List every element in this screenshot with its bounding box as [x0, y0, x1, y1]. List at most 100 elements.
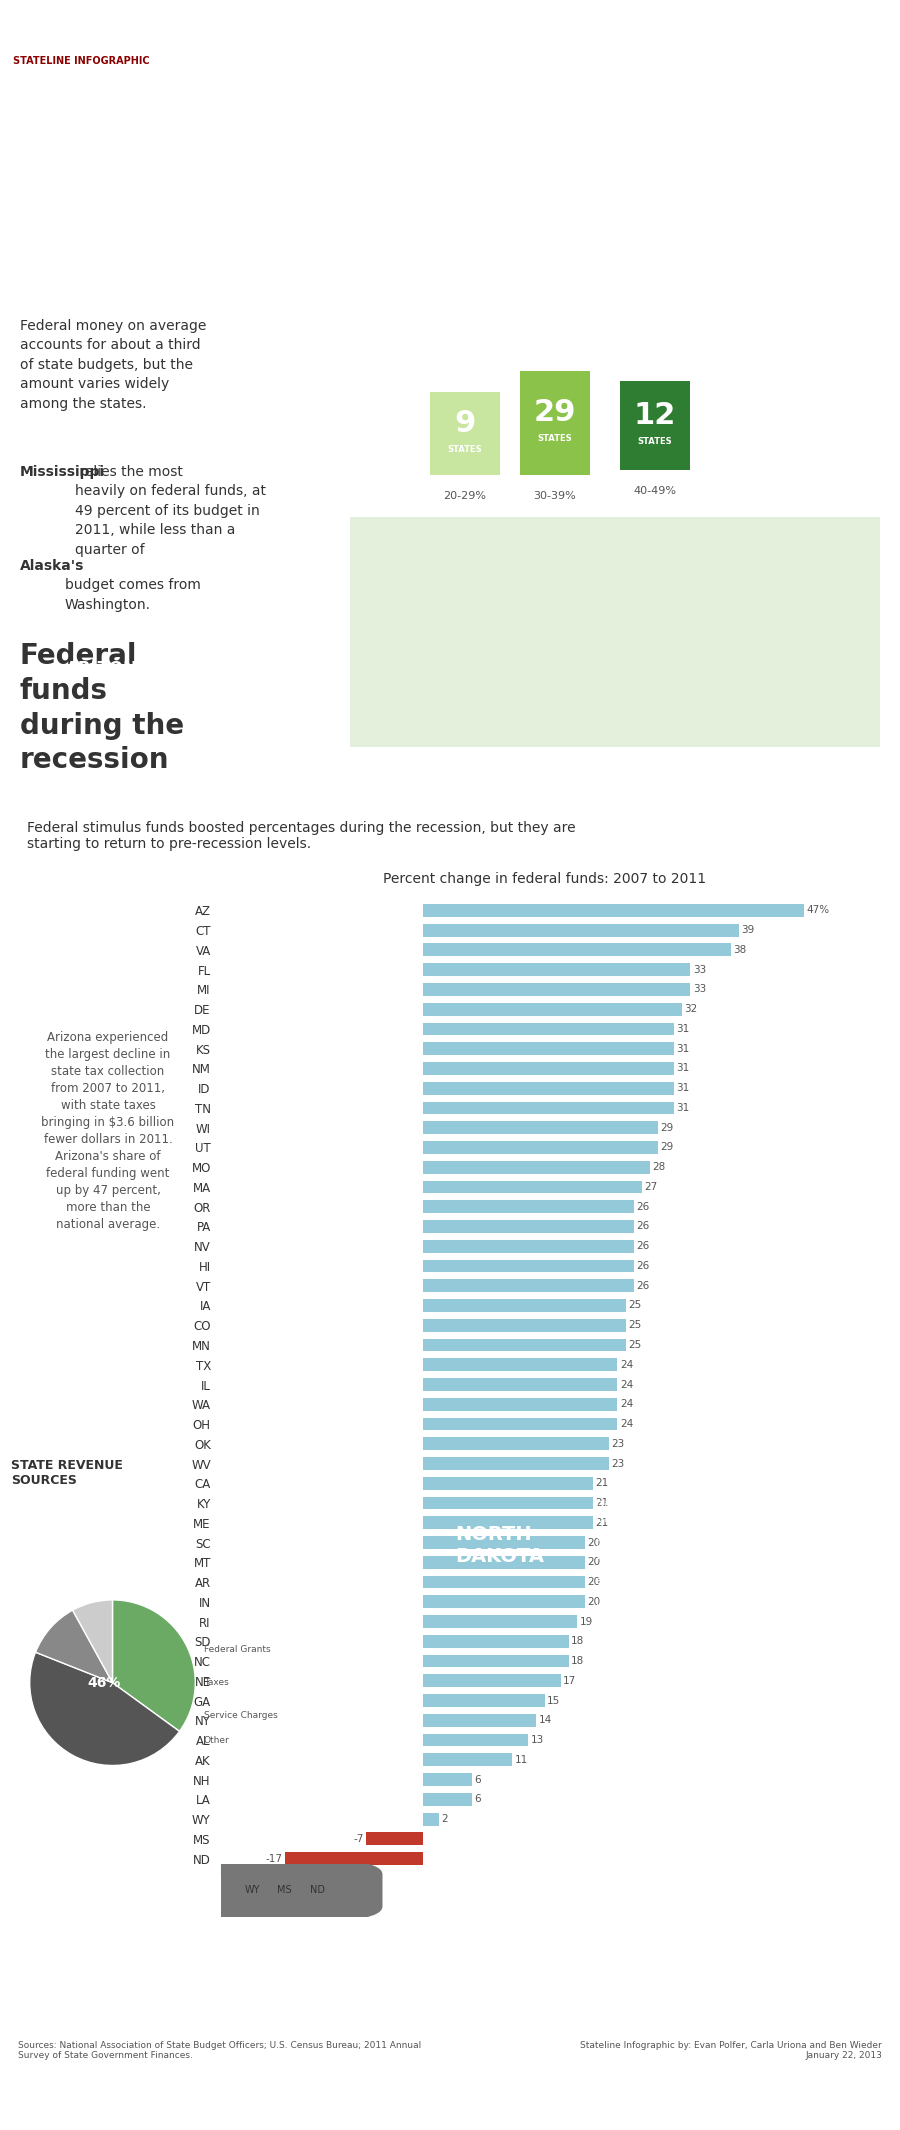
Polygon shape	[350, 518, 880, 748]
Text: -17: -17	[266, 1853, 283, 1864]
Bar	[423, 1378, 617, 1391]
FancyBboxPatch shape	[204, 1857, 382, 1921]
Bar	[423, 984, 690, 997]
Text: 30-39%: 30-39%	[534, 492, 576, 501]
Text: 26: 26	[636, 1261, 649, 1272]
Text: 9: 9	[454, 409, 476, 439]
Bar	[423, 1576, 585, 1589]
Bar	[423, 1715, 536, 1727]
Text: Service Charges: Service Charges	[203, 1710, 277, 1721]
Text: Taxes: Taxes	[203, 1678, 229, 1687]
Text: STATES: STATES	[638, 437, 672, 445]
Text: relies the most
heavily on federal funds, at
49 percent of its budget in
2011, w: relies the most heavily on federal funds…	[75, 464, 266, 556]
Text: 32: 32	[685, 1003, 698, 1014]
Wedge shape	[35, 1610, 112, 1683]
Bar	[423, 1259, 634, 1272]
Bar	[423, 1476, 593, 1489]
Text: 26: 26	[636, 1201, 649, 1212]
Text: 21: 21	[596, 1497, 608, 1508]
Text: 20: 20	[588, 1538, 600, 1549]
Text: 13: 13	[531, 1736, 544, 1744]
Text: 40-49%: 40-49%	[634, 486, 677, 496]
Text: Sources: National Association of State Budget Officers; U.S. Census Bureau; 2011: Sources: National Association of State B…	[18, 2041, 421, 2060]
Text: 20: 20	[588, 1576, 600, 1587]
Text: 31: 31	[677, 1063, 689, 1074]
Bar	[423, 1082, 674, 1095]
Text: STATES: STATES	[537, 435, 572, 443]
Text: 27: 27	[644, 1182, 657, 1193]
Bar	[423, 1180, 642, 1193]
Text: 6: 6	[474, 1774, 481, 1785]
Text: 46%: 46%	[87, 1676, 121, 1689]
Text: 38: 38	[734, 946, 746, 954]
Text: Stateline Infographic by: Evan Polfer, Carla Uriona and Ben Wieder
January 22, 2: Stateline Infographic by: Evan Polfer, C…	[580, 2041, 882, 2060]
Text: 21: 21	[596, 1519, 608, 1527]
Bar	[423, 1318, 626, 1331]
Text: 26: 26	[636, 1242, 649, 1250]
Text: 2: 2	[442, 1815, 448, 1823]
Text: OIL: OIL	[716, 1617, 757, 1638]
Text: 24: 24	[620, 1419, 633, 1429]
Text: Other: Other	[203, 1736, 230, 1744]
Bar	[423, 1240, 634, 1252]
Text: Arizona experienced
the largest decline in
state tax collection
from 2007 to 201: Arizona experienced the largest decline …	[41, 1031, 175, 1231]
Bar	[423, 1636, 569, 1649]
Text: Federal money on average
accounts for about a third
of state budgets, but the
am: Federal money on average accounts for ab…	[20, 320, 206, 411]
Bar	[423, 1674, 561, 1687]
Text: STATES: STATES	[447, 445, 482, 454]
Bar	[423, 1813, 439, 1825]
Bar	[423, 1438, 609, 1451]
Bar	[423, 1280, 634, 1293]
Bar	[423, 1595, 585, 1608]
Text: ND: ND	[310, 1885, 325, 1896]
Text: How federal funding to states
has changed: How federal funding to states has change…	[27, 117, 682, 198]
Text: Oil helped North
Dakota's tax
collection shoot up
from 2007 to 2011,
with oil-re: Oil helped North Dakota's tax collection…	[596, 1502, 701, 1698]
Wedge shape	[73, 1600, 112, 1683]
Bar	[423, 1555, 585, 1568]
Text: budget comes from
Washington.: budget comes from Washington.	[65, 558, 201, 611]
Text: Alaska's: Alaska's	[20, 558, 85, 573]
Bar	[423, 1419, 617, 1431]
FancyBboxPatch shape	[620, 381, 690, 471]
Text: 25: 25	[628, 1301, 641, 1310]
FancyBboxPatch shape	[430, 392, 500, 475]
Text: ARIZONA: ARIZONA	[66, 660, 150, 677]
Text: 25: 25	[628, 1340, 641, 1350]
Bar	[423, 1397, 617, 1410]
Bar	[423, 1457, 609, 1470]
Bar	[423, 963, 690, 976]
Text: 14: 14	[539, 1715, 552, 1725]
Text: 26: 26	[636, 1220, 649, 1231]
Bar	[423, 1299, 626, 1312]
Text: 31: 31	[677, 1044, 689, 1054]
Wedge shape	[112, 1600, 195, 1732]
Text: 24: 24	[620, 1359, 633, 1370]
Text: 33: 33	[693, 965, 706, 976]
Text: 29: 29	[534, 398, 576, 428]
Bar	[423, 1734, 528, 1747]
Bar	[423, 924, 739, 937]
Text: 39: 39	[742, 924, 754, 935]
Text: NORTH
DAKOTA: NORTH DAKOTA	[455, 1525, 544, 1566]
Text: 28: 28	[652, 1163, 665, 1172]
FancyBboxPatch shape	[140, 1857, 318, 1921]
Bar	[423, 1655, 569, 1668]
Bar	[423, 1793, 472, 1806]
Text: 21: 21	[596, 1478, 608, 1489]
FancyBboxPatch shape	[520, 371, 590, 475]
Bar	[423, 1517, 593, 1529]
Text: 29: 29	[661, 1142, 673, 1152]
Text: 12: 12	[634, 400, 676, 430]
Bar	[423, 1042, 674, 1054]
Bar	[423, 944, 731, 956]
Text: Federal stimulus funds boosted percentages during the recession, but they are
st: Federal stimulus funds boosted percentag…	[27, 820, 576, 852]
Bar	[423, 1120, 658, 1133]
Bar	[423, 1101, 674, 1114]
Bar	[423, 903, 804, 916]
Bar	[423, 1536, 585, 1549]
Bar	[423, 1772, 472, 1785]
Bar	[423, 1003, 682, 1016]
Text: 24: 24	[620, 1399, 633, 1410]
Text: 17: 17	[563, 1676, 576, 1685]
Text: 20: 20	[588, 1598, 600, 1606]
